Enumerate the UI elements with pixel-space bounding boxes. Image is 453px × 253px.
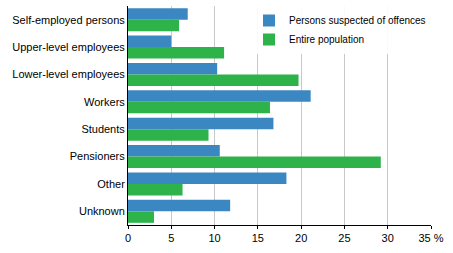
svg-text:Students: Students bbox=[81, 123, 125, 135]
svg-text:20: 20 bbox=[295, 232, 307, 244]
svg-text:5: 5 bbox=[168, 232, 174, 244]
svg-text:Unknown: Unknown bbox=[79, 205, 125, 217]
svg-text:10: 10 bbox=[208, 232, 220, 244]
svg-text:Self-employed persons: Self-employed persons bbox=[12, 14, 125, 26]
svg-text:Pensioners: Pensioners bbox=[70, 150, 126, 162]
svg-text:Other: Other bbox=[97, 178, 125, 190]
svg-text:Persons suspected of offences: Persons suspected of offences bbox=[289, 15, 426, 26]
svg-text:Workers: Workers bbox=[84, 96, 125, 108]
svg-text:Lower-level employees: Lower-level employees bbox=[12, 68, 125, 80]
svg-text:15: 15 bbox=[252, 232, 264, 244]
svg-text:Upper-level employees: Upper-level employees bbox=[12, 41, 125, 53]
svg-text:35 %: 35 % bbox=[418, 232, 443, 244]
svg-text:30: 30 bbox=[382, 232, 394, 244]
svg-text:0: 0 bbox=[125, 232, 131, 244]
svg-text:Entire population: Entire population bbox=[289, 34, 364, 45]
svg-text:25: 25 bbox=[338, 232, 350, 244]
